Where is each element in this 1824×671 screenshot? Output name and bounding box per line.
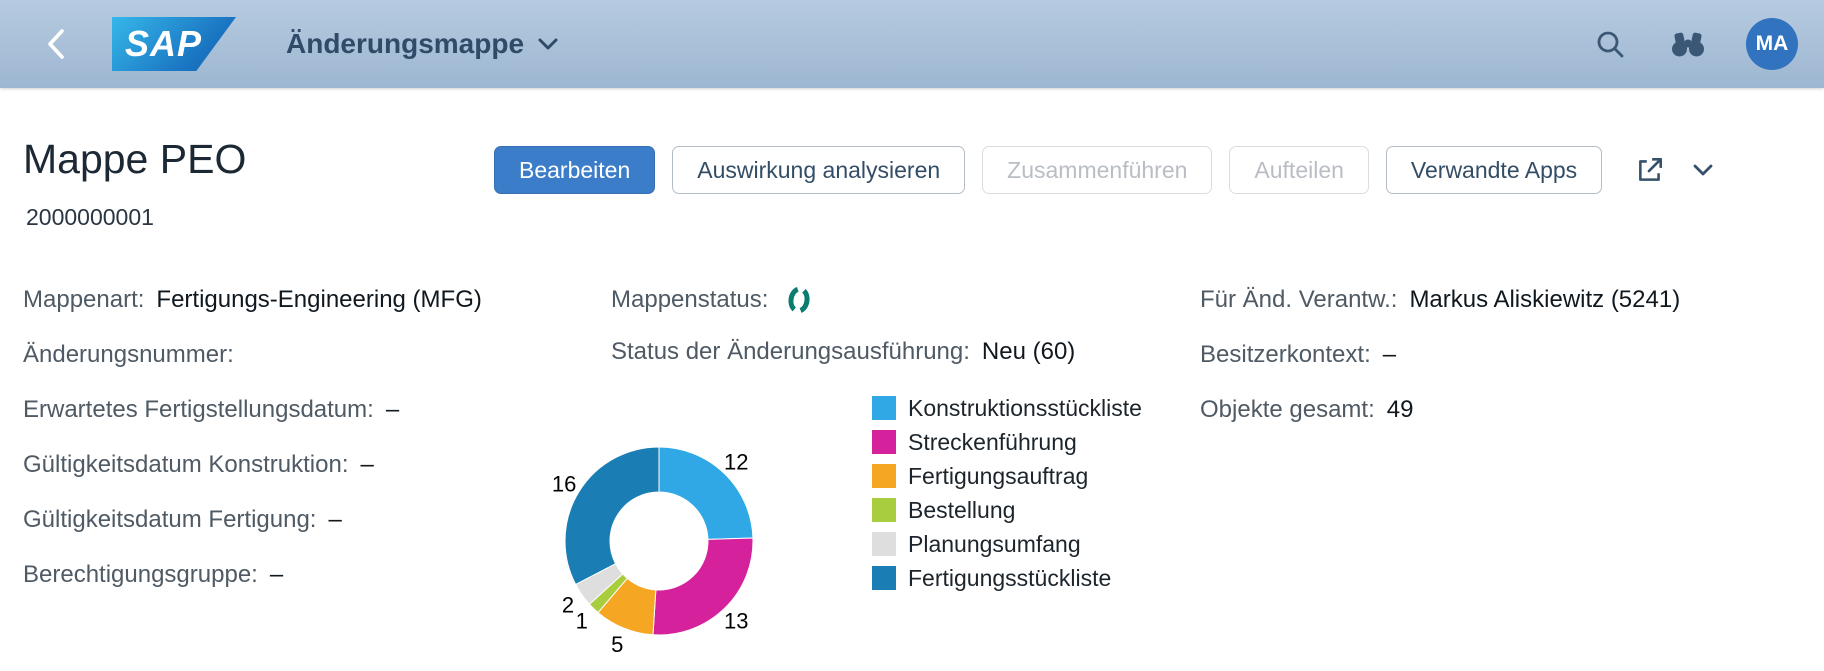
- search-button[interactable]: [1590, 24, 1630, 64]
- field-label: Mappenart:: [23, 286, 145, 313]
- chart-legend: Konstruktionsstückliste Streckenführung Fe…: [872, 394, 1142, 600]
- donut-segment-0[interactable]: [658, 446, 754, 540]
- donut-segment-1[interactable]: [652, 537, 754, 636]
- app-title: Änderungsmappe: [286, 28, 525, 59]
- field-berechtigungsgruppe: Berechtigungsgruppe: –: [23, 561, 482, 589]
- page-title: Mappe PEO: [23, 136, 247, 182]
- field-status-aenderungsausfuehrung: Status der Änderungsausführung: Neu (60): [611, 338, 1075, 366]
- field-gueltigkeitsdatum-fertigung: Gültigkeitsdatum Fertigung: –: [23, 506, 482, 534]
- field-mappenstatus: Mappenstatus:: [611, 286, 1075, 314]
- field-value: Neu (60): [981, 338, 1076, 365]
- donut-value-label: 16: [552, 472, 576, 497]
- legend-item-5[interactable]: Fertigungsstückliste: [872, 564, 1142, 591]
- field-label: Objekte gesamt:: [1200, 396, 1375, 423]
- back-button[interactable]: [38, 20, 74, 68]
- app-title-menu[interactable]: Änderungsmappe: [286, 28, 559, 60]
- donut-value-label: 5: [611, 632, 623, 657]
- merge-button[interactable]: Zusammenführen: [982, 146, 1213, 194]
- field-gueltigkeitsdatum-konstruktion: Gültigkeitsdatum Konstruktion: –: [23, 451, 482, 479]
- avatar[interactable]: MA: [1746, 18, 1798, 70]
- chevron-down-icon: [538, 38, 558, 49]
- legend-label: Planungsumfang: [908, 530, 1081, 557]
- donut-value-label: 1: [576, 609, 588, 634]
- field-label: Gültigkeitsdatum Konstruktion:: [23, 451, 349, 478]
- legend-label: Fertigungsstückliste: [908, 564, 1112, 591]
- legend-label: Konstruktionsstückliste: [908, 394, 1142, 421]
- legend-item-4[interactable]: Planungsumfang: [872, 530, 1142, 557]
- field-erwartetes-fertigstellungsdatum: Erwartetes Fertigstellungsdatum: –: [23, 396, 482, 424]
- legend-swatch: [872, 396, 896, 420]
- legend-item-1[interactable]: Streckenführung: [872, 428, 1142, 455]
- shell-header: SAP Änderungsmappe MA: [0, 0, 1824, 88]
- field-value: –: [269, 561, 284, 588]
- field-label: Für Änd. Verantw.:: [1200, 286, 1398, 313]
- legend-label: Fertigungsauftrag: [908, 462, 1089, 489]
- legend-swatch: [872, 532, 896, 556]
- field-fuer-aend-verantw: Für Änd. Verantw.: Markus Aliskiewitz (5…: [1200, 286, 1680, 314]
- field-label: Änderungsnummer:: [23, 341, 234, 368]
- field-label: Berechtigungsgruppe:: [23, 561, 258, 588]
- field-value: –: [1382, 341, 1397, 368]
- shell-right-icons: MA: [1590, 18, 1798, 70]
- field-besitzerkontext: Besitzerkontext: –: [1200, 341, 1680, 369]
- sap-logo: SAP: [112, 17, 236, 71]
- chevron-left-icon: [48, 29, 64, 59]
- binoculars-icon: [1672, 32, 1704, 57]
- inspect-button[interactable]: [1666, 24, 1710, 64]
- legend-swatch: [872, 464, 896, 488]
- sap-logo-text: SAP: [125, 23, 203, 64]
- legend-item-2[interactable]: Fertigungsauftrag: [872, 462, 1142, 489]
- field-value: –: [385, 396, 400, 423]
- field-label: Besitzerkontext:: [1200, 341, 1371, 368]
- split-button[interactable]: Aufteilen: [1229, 146, 1369, 194]
- action-toolbar: Bearbeiten Auswirkung analysieren Zusamm…: [494, 146, 1718, 194]
- share-button[interactable]: [1631, 151, 1669, 189]
- page-subtitle: 2000000001: [26, 204, 154, 230]
- donut-value-label: 2: [562, 593, 574, 618]
- legend-swatch: [872, 430, 896, 454]
- share-icon: [1639, 158, 1663, 181]
- field-value: 49: [1386, 396, 1414, 423]
- status-in-process-icon: [784, 285, 814, 315]
- field-value: Markus Aliskiewitz (5241): [1409, 286, 1681, 313]
- related-apps-button[interactable]: Verwandte Apps: [1385, 146, 1603, 194]
- legend-swatch: [872, 498, 896, 522]
- field-value: –: [360, 451, 374, 478]
- chevron-down-icon: [1693, 164, 1713, 175]
- facts-column-right: Für Änd. Verantw.: Markus Aliskiewitz (5…: [1200, 286, 1680, 451]
- avatar-initials: MA: [1755, 32, 1789, 55]
- legend-item-0[interactable]: Konstruktionsstückliste: [872, 394, 1142, 421]
- search-icon: [1597, 31, 1624, 58]
- more-actions-button[interactable]: [1688, 159, 1718, 182]
- field-label: Mappenstatus:: [611, 286, 769, 313]
- field-mappenart: Mappenart: Fertigungs-Engineering (MFG): [23, 286, 482, 314]
- edit-button[interactable]: Bearbeiten: [494, 146, 656, 194]
- field-aenderungsnummer: Änderungsnummer:: [23, 341, 482, 369]
- field-label: Gültigkeitsdatum Fertigung:: [23, 506, 317, 533]
- legend-label: Bestellung: [908, 496, 1016, 523]
- donut-value-label: 12: [724, 449, 748, 474]
- field-value: Fertigungs-Engineering (MFG): [156, 286, 482, 313]
- legend-swatch: [872, 566, 896, 590]
- donut-value-label: 13: [724, 609, 748, 634]
- facts-column-left: Mappenart: Fertigungs-Engineering (MFG) …: [23, 286, 482, 616]
- field-label: Status der Änderungsausführung:: [611, 338, 970, 365]
- analyze-impact-button[interactable]: Auswirkung analysieren: [672, 146, 966, 194]
- field-label: Erwartetes Fertigstellungsdatum:: [23, 396, 374, 423]
- donut-segment-5[interactable]: [564, 446, 660, 586]
- field-value: –: [328, 506, 342, 533]
- legend-label: Streckenführung: [908, 428, 1077, 455]
- facts-column-middle: Mappenstatus: Status der Änderungsausfüh…: [611, 286, 1075, 390]
- legend-item-3[interactable]: Bestellung: [872, 496, 1142, 523]
- field-objekte-gesamt: Objekte gesamt: 49: [1200, 396, 1680, 424]
